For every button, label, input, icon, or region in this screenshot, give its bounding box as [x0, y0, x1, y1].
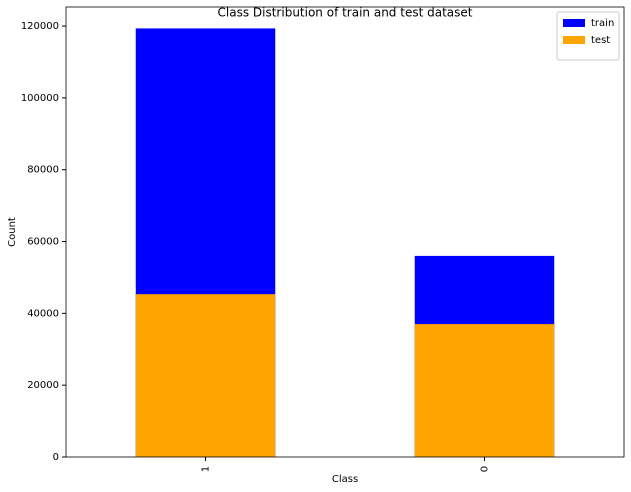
y-tick-label: 80000 [27, 165, 59, 176]
y-tick-label: 20000 [27, 380, 59, 391]
legend-swatch [563, 36, 585, 44]
y-tick-label: 100000 [21, 93, 59, 104]
chart-title: Class Distribution of train and test dat… [218, 6, 473, 20]
x-tick-label: 0 [480, 466, 491, 472]
bar [414, 324, 555, 457]
y-tick-label: 60000 [27, 237, 59, 248]
y-axis-label: Count [7, 217, 18, 247]
legend-label: train [591, 18, 614, 29]
bar [135, 294, 276, 457]
y-tick-label: 120000 [21, 21, 59, 32]
y-tick-label: 0 [53, 452, 59, 463]
y-tick-label: 40000 [27, 308, 59, 319]
plot-frame [65, 6, 625, 458]
legend-label: test [591, 35, 610, 46]
x-tick-label: 1 [201, 466, 212, 472]
x-axis-label: Class [332, 474, 358, 485]
legend-swatch [563, 19, 585, 27]
